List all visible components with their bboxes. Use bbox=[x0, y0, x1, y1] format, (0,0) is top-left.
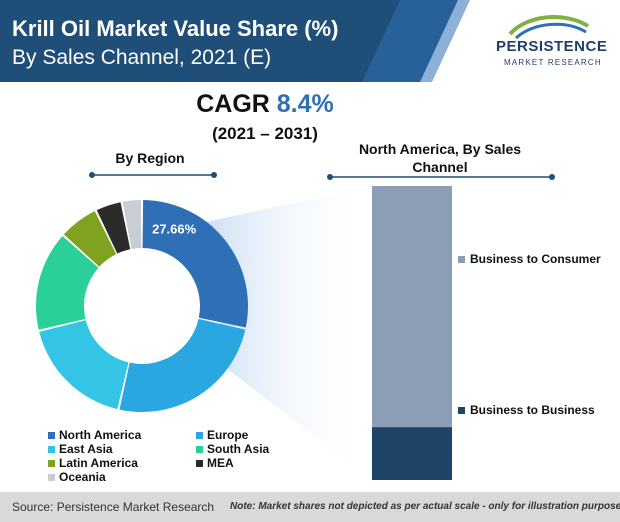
cagr-label: CAGR bbox=[196, 90, 270, 118]
legend-label: Oceania bbox=[59, 470, 106, 484]
legend-swatch bbox=[48, 445, 55, 453]
region-title-divider bbox=[89, 172, 217, 178]
channel-title-divider bbox=[327, 174, 555, 180]
channel-chart-title: North America, By Sales Channel bbox=[358, 141, 522, 175]
donut-slice-east-asia bbox=[39, 320, 129, 410]
footer: Source: Persistence Market Research Note… bbox=[0, 492, 620, 522]
legend-label: Business to Business bbox=[470, 403, 595, 417]
cagr-period: (2021 – 2031) bbox=[212, 124, 318, 143]
legend-swatch bbox=[48, 459, 55, 467]
chart-canvas: 27.66% bbox=[35, 186, 452, 480]
bar-segment-business-to-business bbox=[372, 427, 452, 480]
legend-label: North America bbox=[59, 428, 142, 442]
cagr-headline: CAGR 8.4% bbox=[165, 90, 365, 119]
chart-title: Krill Oil Market Value Share (%) bbox=[12, 16, 339, 41]
title-banner bbox=[0, 0, 470, 82]
legend-label: Business to Consumer bbox=[470, 252, 601, 266]
legend-item-latin-america: Latin America bbox=[48, 456, 138, 470]
legend-item-oceania: Oceania bbox=[48, 470, 106, 484]
donut-slice-north-america bbox=[142, 200, 249, 328]
donut-slice-europe bbox=[119, 318, 246, 412]
source-text: Source: Persistence Market Research bbox=[12, 500, 215, 514]
donut-slice-latin-america bbox=[63, 211, 117, 267]
legend-swatch bbox=[458, 406, 465, 414]
highlight-beam bbox=[206, 186, 372, 480]
chart-subtitle: By Sales Channel, 2021 (E) bbox=[12, 46, 272, 69]
legend-label: Latin America bbox=[59, 456, 138, 470]
donut-slice-oceania bbox=[122, 200, 142, 249]
region-chart-title: By Region bbox=[115, 150, 185, 166]
donut-data-label-north-america: 27.66% bbox=[152, 221, 197, 236]
bar-legend-b2c: Business to Consumer bbox=[458, 252, 601, 266]
scale-note: Note: Market shares not depicted as per … bbox=[230, 501, 620, 512]
legend-item-north-america: North America bbox=[48, 428, 141, 442]
logo-swoosh-icon bbox=[508, 15, 590, 40]
bar-segment-business-to-consumer bbox=[372, 186, 452, 428]
legend-item-east-asia: East Asia bbox=[48, 442, 113, 456]
legend-item-south-asia: South Asia bbox=[196, 442, 269, 456]
legend-swatch bbox=[48, 473, 55, 481]
legend-label: South Asia bbox=[207, 442, 270, 456]
company-logo: PERSISTENCE MARKET RESEARCH bbox=[470, 10, 610, 78]
donut-slice-south-asia bbox=[35, 235, 99, 330]
logo-name: PERSISTENCE bbox=[496, 38, 608, 55]
legend-swatch bbox=[196, 445, 203, 453]
legend-swatch bbox=[48, 431, 55, 439]
header: Krill Oil Market Value Share (%) By Sale… bbox=[0, 0, 620, 82]
donut-chart: 27.66% bbox=[35, 200, 249, 412]
legend-label: East Asia bbox=[59, 442, 113, 456]
legend-swatch bbox=[458, 255, 465, 263]
bar-legend-b2b: Business to Business bbox=[458, 403, 595, 417]
legend-item-europe: Europe bbox=[196, 428, 248, 442]
stacked-bar-chart bbox=[372, 186, 452, 480]
legend-label: MEA bbox=[207, 456, 234, 470]
logo-tagline: MARKET RESEARCH bbox=[504, 58, 602, 67]
legend-label: Europe bbox=[207, 428, 249, 442]
cagr-value: 8.4% bbox=[276, 90, 334, 118]
legend-item-mea: MEA bbox=[196, 456, 234, 470]
donut-slice-mea bbox=[96, 202, 131, 254]
legend-swatch bbox=[196, 459, 203, 467]
legend-swatch bbox=[196, 431, 203, 439]
